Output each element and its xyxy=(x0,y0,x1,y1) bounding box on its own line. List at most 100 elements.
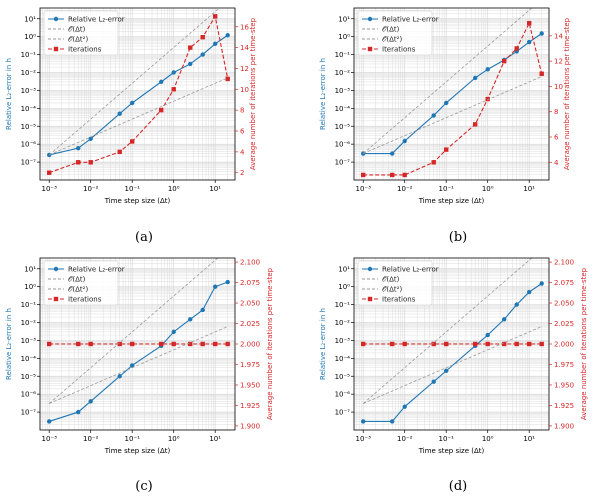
x-tick-label: 10⁻¹ xyxy=(438,435,454,443)
iterations-point xyxy=(514,46,519,51)
iterations-point xyxy=(47,170,52,175)
x-tick-label: 10⁰ xyxy=(482,185,494,193)
iterations-point xyxy=(527,341,532,347)
y2-tick-label: 2.075 xyxy=(554,279,574,287)
legend-label-iter: Iterations xyxy=(68,46,102,54)
y-tick-label: 10⁰ xyxy=(338,283,350,291)
x-tick-label: 10⁻² xyxy=(83,185,99,193)
y-tick-label: 10¹ xyxy=(338,265,350,273)
iterations-point xyxy=(539,71,544,76)
series-group xyxy=(47,258,230,424)
iterations-point xyxy=(473,341,478,347)
error-point xyxy=(527,39,532,45)
panel-d: 10⁻³ 10⁻² 10⁻¹ 10⁰ 10¹ 10⁻⁷ 10⁻⁶ 10⁻⁵ 10⁻⁴ 10⁻³ 10… xyxy=(319,257,588,455)
y2-tick-label: 1.950 xyxy=(554,381,574,389)
error-point xyxy=(361,419,366,424)
y-tick-label: 10¹ xyxy=(24,15,36,23)
error-point xyxy=(76,145,81,151)
y-tick-label: 10⁰ xyxy=(24,283,36,291)
legend-label-error: Relative L₂-error xyxy=(382,266,439,274)
error-point xyxy=(431,379,436,384)
y2-axis-label: Average number of iterations per time-st… xyxy=(563,17,571,170)
y-axis-label: Relative L₂-error in h xyxy=(319,308,327,380)
y-tick-label: 10⁻² xyxy=(21,319,37,327)
error-point xyxy=(390,419,395,424)
y-tick-label: 10⁻⁷ xyxy=(21,159,37,167)
error-point xyxy=(130,100,135,106)
error-point xyxy=(200,307,205,313)
error-point xyxy=(117,374,122,379)
x-tick-label: 10¹ xyxy=(209,435,221,443)
x-tick-label: 10⁰ xyxy=(168,435,180,443)
iterations-point xyxy=(88,341,93,347)
iterations-point xyxy=(159,107,164,113)
iterations-point xyxy=(200,341,205,347)
reference-line-dt xyxy=(363,326,542,404)
x-tick-label: 10⁻² xyxy=(397,185,413,193)
iterations-point xyxy=(159,341,164,347)
y2-tick-label: 1.925 xyxy=(240,402,260,410)
y2-tick-label: 2.050 xyxy=(554,300,574,308)
iterations-point xyxy=(402,341,407,347)
iterations-point xyxy=(444,341,449,347)
x-tick-label: 10⁻¹ xyxy=(124,185,140,193)
iterations-point xyxy=(502,341,507,347)
y-tick-label: 10⁻¹ xyxy=(21,51,37,59)
legend-box xyxy=(43,10,119,56)
iterations-point xyxy=(539,341,544,347)
y2-tick-label: 10 xyxy=(240,86,249,94)
y2-tick-label: 1.900 xyxy=(554,422,574,430)
y2-axis-label: Average number of iterations per time-st… xyxy=(249,17,257,170)
y2-tick-label: 12 xyxy=(240,65,249,73)
y2-tick-label: 14 xyxy=(240,44,249,52)
y-tick-label: 10⁻⁵ xyxy=(335,373,351,381)
panel-b: 10⁻³ 10⁻² 10⁻¹ 10⁰ 10¹ 10⁻⁷ 10⁻⁶ 10⁻⁵ 10⁻⁴ 10⁻³ 10… xyxy=(319,7,571,205)
legend-label-dt: 𝒪(Δt) xyxy=(382,26,400,34)
y-tick-label: 10⁻⁶ xyxy=(21,141,37,149)
error-point xyxy=(390,151,395,156)
caption-c: (c) xyxy=(135,479,152,494)
x-tick-label: 10⁻¹ xyxy=(438,185,454,193)
error-point xyxy=(188,61,193,67)
reference-line-dt xyxy=(49,77,228,156)
y-tick-label: 10⁻² xyxy=(335,69,351,77)
legend-label-dt: 𝒪(Δt) xyxy=(68,276,86,284)
y2-tick-label: 1.900 xyxy=(240,422,260,430)
iterations-point xyxy=(514,341,519,347)
y-tick-label: 10⁻⁴ xyxy=(335,355,351,363)
iterations-point xyxy=(361,172,366,178)
y2-axis-label: Average number of iterations per time-st… xyxy=(266,267,274,420)
legend-marker-error xyxy=(53,16,59,22)
legend-label-dt: 𝒪(Δt) xyxy=(68,26,86,34)
iterations-point xyxy=(431,160,436,165)
error-point xyxy=(431,113,436,118)
y-tick-label: 10⁻³ xyxy=(21,337,37,345)
reference-line-dt2 xyxy=(48,8,221,156)
iterations-point xyxy=(171,341,176,347)
y-tick-label: 10¹ xyxy=(24,265,36,273)
caption-b: (b) xyxy=(449,230,467,245)
x-tick-label: 10⁻¹ xyxy=(124,435,140,443)
y2-tick-label: 2.025 xyxy=(554,320,574,328)
y-tick-label: 10⁻⁴ xyxy=(21,105,37,113)
reference-line-dt xyxy=(363,76,542,154)
error-point xyxy=(444,368,449,374)
series-group xyxy=(361,258,544,424)
y-tick-label: 10⁰ xyxy=(24,33,36,41)
legend-label-error: Relative L₂-error xyxy=(382,16,439,24)
iterations-point xyxy=(130,139,135,144)
legend-marker-iter xyxy=(53,296,59,302)
series-group xyxy=(47,8,230,175)
iterations-point xyxy=(213,14,218,19)
legend-label-dt: 𝒪(Δt) xyxy=(382,276,400,284)
y-tick-label: 10⁻⁷ xyxy=(335,409,351,417)
y2-axis-label: Average number of iterations per time-st… xyxy=(580,267,588,420)
error-point xyxy=(539,281,544,286)
y-tick-label: 10⁻⁷ xyxy=(21,409,37,417)
x-tick-label: 10⁻² xyxy=(397,435,413,443)
caption-d: (d) xyxy=(449,479,467,494)
error-point xyxy=(188,317,193,322)
iterations-point xyxy=(117,341,122,347)
legend-label-dt2: 𝒪(Δt²) xyxy=(68,286,88,294)
iterations-point xyxy=(130,341,135,347)
